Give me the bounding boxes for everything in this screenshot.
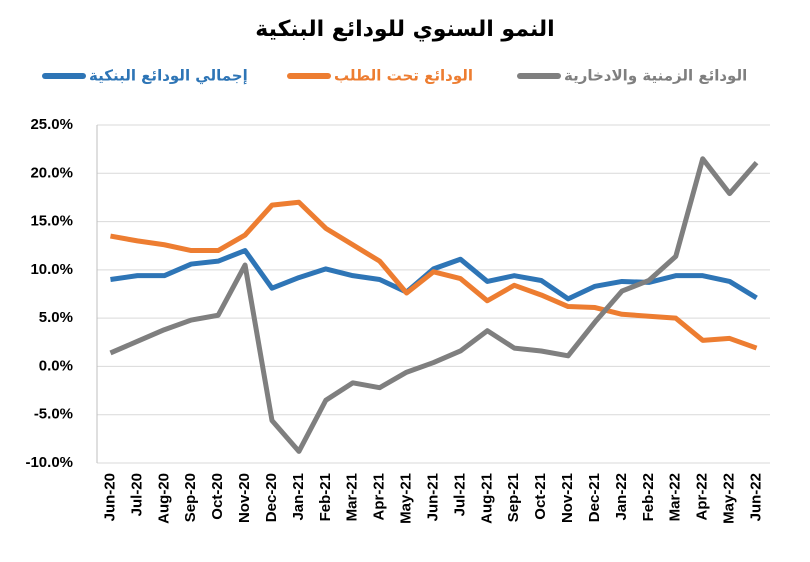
x-tick-label: Jul-21	[451, 473, 468, 516]
x-tick-label: Jan-21	[290, 473, 307, 521]
y-tick-label: 0.0%	[39, 357, 73, 374]
x-tick-label: Jul-20	[128, 473, 145, 516]
y-tick-label: 15.0%	[30, 213, 73, 230]
x-tick-label: Nov-21	[559, 473, 576, 523]
series-line	[109, 156, 759, 454]
x-tick-label: Aug-21	[478, 473, 495, 524]
legend-label: الودائع تحت الطلب	[334, 67, 473, 85]
x-tick-label: Mar-21	[344, 473, 361, 521]
x-tick-label: Jun-21	[424, 473, 441, 521]
y-tick-label: -5.0%	[34, 406, 73, 423]
x-tick-label: Nov-20	[236, 473, 253, 523]
y-tick-label: 20.0%	[30, 164, 73, 181]
x-tick-label: Oct-20	[209, 473, 226, 520]
legend-label: الودائع الزمنية والادخارية	[564, 67, 747, 85]
y-tick-label: 10.0%	[30, 261, 73, 278]
x-tick-label: Apr-22	[694, 473, 711, 521]
x-tick-label: May-22	[721, 473, 738, 524]
y-tick-label: 25.0%	[30, 116, 73, 133]
x-tick-label: Apr-21	[371, 473, 388, 521]
x-tick-label: May-21	[398, 473, 415, 524]
legend-label: إجمالي الودائع البنكية	[89, 67, 248, 85]
x-tick-label: Mar-22	[667, 473, 684, 521]
x-tick-label: Jan-22	[613, 473, 630, 521]
series-line	[110, 199, 758, 351]
chart-title: النمو السنوي للودائع البنكية	[255, 17, 554, 42]
x-tick-label: Jun-20	[101, 473, 118, 521]
x-tick-label: Feb-21	[317, 473, 334, 521]
x-tick-label: Sep-20	[182, 473, 199, 522]
y-tick-label: 5.0%	[39, 309, 73, 326]
x-tick-label: Oct-21	[532, 473, 549, 520]
x-tick-label: Dec-21	[586, 473, 603, 522]
x-tick-label: Dec-20	[263, 473, 280, 522]
x-tick-label: Feb-22	[640, 473, 657, 521]
x-tick-label: Sep-21	[505, 473, 522, 522]
x-tick-label: Jun-22	[748, 473, 765, 521]
y-tick-label: -10.0%	[25, 454, 73, 471]
x-tick-label: Aug-20	[155, 473, 172, 524]
